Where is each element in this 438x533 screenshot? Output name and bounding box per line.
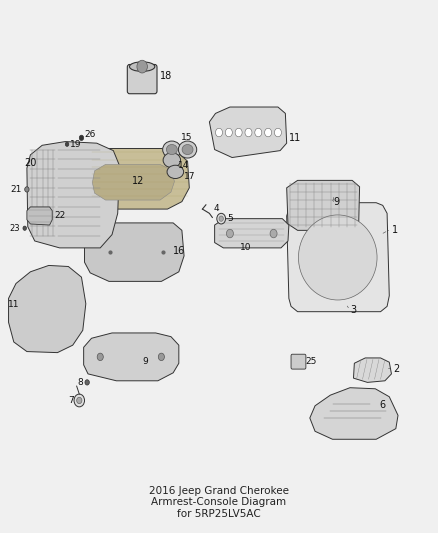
Text: 17: 17 bbox=[184, 172, 196, 181]
Circle shape bbox=[255, 128, 262, 137]
Text: 7: 7 bbox=[68, 396, 74, 405]
Circle shape bbox=[226, 229, 233, 238]
Text: 18: 18 bbox=[160, 71, 172, 81]
Text: 9: 9 bbox=[333, 197, 339, 207]
Text: 14: 14 bbox=[177, 161, 189, 170]
Circle shape bbox=[270, 229, 277, 238]
Circle shape bbox=[235, 128, 242, 137]
Polygon shape bbox=[353, 358, 392, 382]
Circle shape bbox=[215, 128, 223, 137]
Polygon shape bbox=[287, 180, 360, 230]
Text: 25: 25 bbox=[305, 357, 317, 366]
Text: 19: 19 bbox=[70, 140, 81, 149]
Ellipse shape bbox=[163, 153, 180, 167]
Circle shape bbox=[219, 216, 223, 221]
Circle shape bbox=[158, 353, 164, 361]
Polygon shape bbox=[92, 165, 174, 200]
Ellipse shape bbox=[178, 141, 197, 158]
Polygon shape bbox=[87, 149, 189, 209]
Circle shape bbox=[74, 394, 85, 407]
Text: 20: 20 bbox=[25, 158, 37, 168]
Ellipse shape bbox=[298, 215, 377, 300]
Text: 21: 21 bbox=[10, 185, 21, 194]
Text: 9: 9 bbox=[143, 357, 148, 366]
Text: 2: 2 bbox=[394, 364, 400, 374]
Circle shape bbox=[23, 226, 26, 230]
FancyBboxPatch shape bbox=[291, 354, 306, 369]
Polygon shape bbox=[85, 223, 184, 281]
Polygon shape bbox=[27, 207, 52, 225]
Text: 3: 3 bbox=[350, 305, 356, 315]
Text: 11: 11 bbox=[289, 133, 301, 143]
Circle shape bbox=[77, 397, 82, 403]
Circle shape bbox=[65, 142, 69, 147]
Polygon shape bbox=[84, 333, 179, 381]
Text: 8: 8 bbox=[77, 378, 83, 387]
FancyBboxPatch shape bbox=[127, 64, 157, 94]
Ellipse shape bbox=[130, 62, 155, 71]
Text: 26: 26 bbox=[85, 130, 96, 139]
Ellipse shape bbox=[162, 141, 181, 158]
Text: 12: 12 bbox=[132, 176, 144, 187]
Polygon shape bbox=[27, 142, 120, 248]
Circle shape bbox=[97, 353, 103, 361]
Polygon shape bbox=[209, 107, 287, 158]
Text: 1: 1 bbox=[392, 225, 398, 236]
Circle shape bbox=[85, 379, 89, 385]
Text: 23: 23 bbox=[10, 224, 20, 233]
Polygon shape bbox=[215, 219, 289, 248]
Polygon shape bbox=[287, 203, 389, 312]
Text: 11: 11 bbox=[8, 300, 20, 309]
Circle shape bbox=[137, 60, 148, 73]
Polygon shape bbox=[310, 387, 398, 439]
Circle shape bbox=[217, 213, 226, 224]
Ellipse shape bbox=[167, 165, 184, 179]
Polygon shape bbox=[9, 265, 86, 353]
Text: 16: 16 bbox=[173, 246, 185, 255]
Text: 15: 15 bbox=[180, 133, 192, 142]
Ellipse shape bbox=[182, 144, 193, 155]
Text: 5: 5 bbox=[227, 214, 233, 223]
Circle shape bbox=[25, 187, 29, 192]
Text: 4: 4 bbox=[213, 204, 219, 213]
Circle shape bbox=[265, 128, 272, 137]
Text: 6: 6 bbox=[380, 400, 386, 410]
Text: 22: 22 bbox=[54, 212, 65, 221]
Circle shape bbox=[275, 128, 282, 137]
Text: 2016 Jeep Grand Cherokee
Armrest-Console Diagram
for 5RP25LV5AC: 2016 Jeep Grand Cherokee Armrest-Console… bbox=[149, 486, 289, 519]
Circle shape bbox=[245, 128, 252, 137]
Circle shape bbox=[225, 128, 232, 137]
Circle shape bbox=[79, 135, 84, 141]
Ellipse shape bbox=[166, 144, 177, 155]
Text: 10: 10 bbox=[240, 244, 251, 253]
